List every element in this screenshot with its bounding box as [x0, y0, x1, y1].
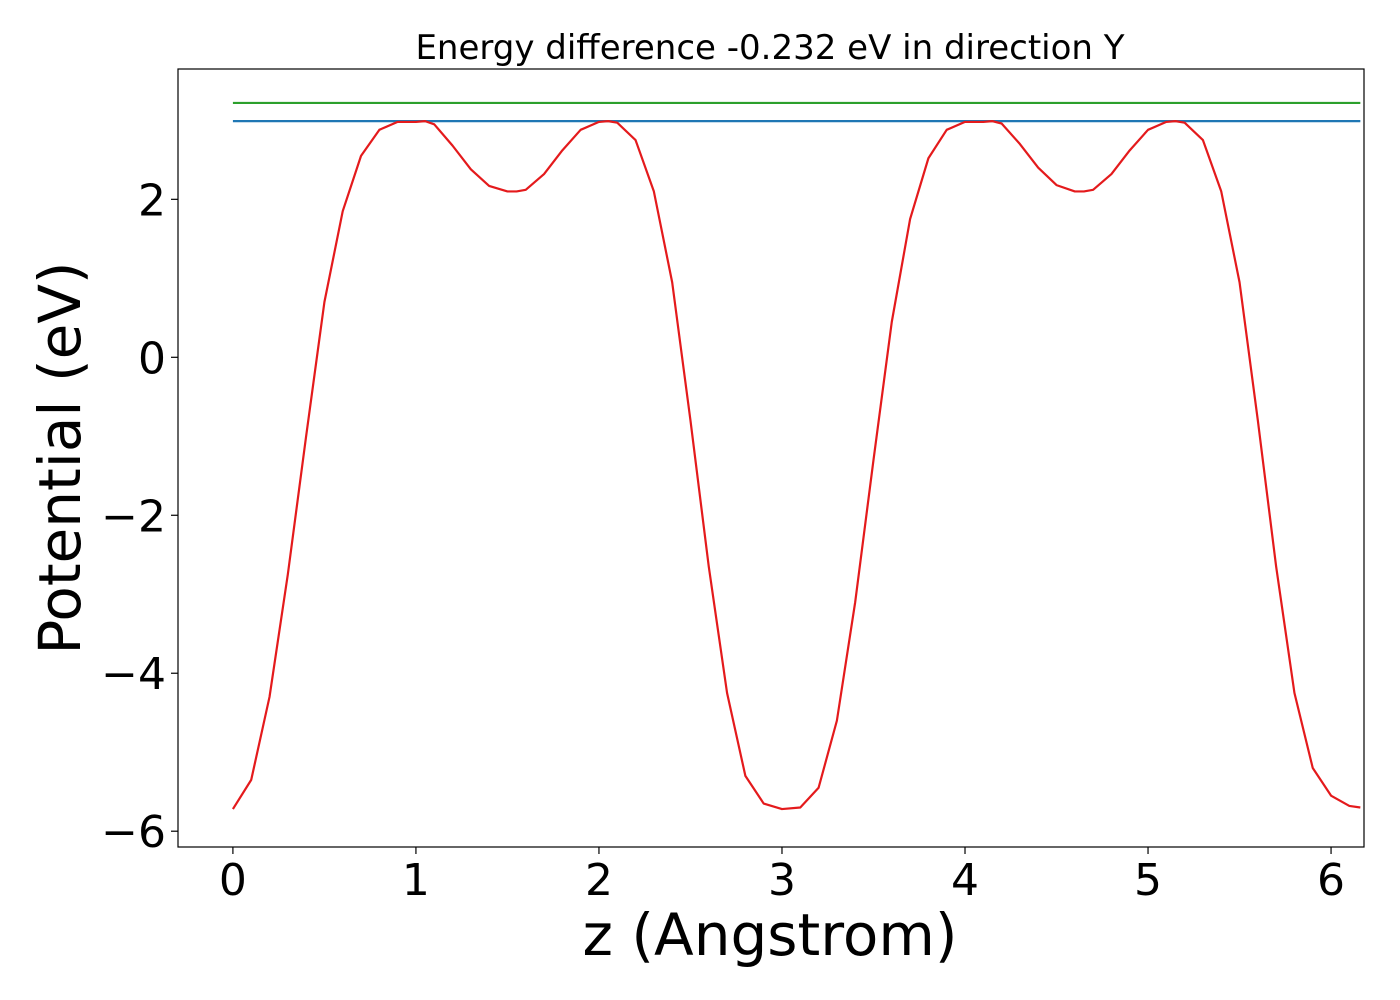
x-tick-label: 3	[768, 855, 796, 906]
x-axis-label: z (Angstrom)	[583, 901, 958, 969]
y-tick-label: −2	[101, 491, 166, 542]
y-tick-label: 0	[138, 333, 166, 384]
x-tick-label: 6	[1317, 855, 1345, 906]
y-tick-label: −4	[101, 649, 166, 700]
series-line-3	[231, 120, 1361, 811]
x-tick-label: 1	[402, 855, 430, 906]
y-axis: −6 −4 −2 0 2	[101, 175, 178, 858]
x-tick-label: 5	[1134, 855, 1162, 906]
x-axis: 0 1 2 3 4 5 6	[219, 847, 1345, 906]
y-tick-label: −6	[101, 807, 166, 858]
x-tick-label: 0	[219, 855, 247, 906]
chart-title: Energy difference -0.232 eV in direction…	[415, 28, 1124, 68]
plot-area	[231, 101, 1361, 811]
x-tick-label: 2	[585, 855, 613, 906]
y-tick-label: 2	[138, 175, 166, 226]
x-tick-label: 4	[951, 855, 979, 906]
y-axis-label: Potential (eV)	[26, 261, 94, 654]
plot-frame	[177, 68, 1365, 848]
